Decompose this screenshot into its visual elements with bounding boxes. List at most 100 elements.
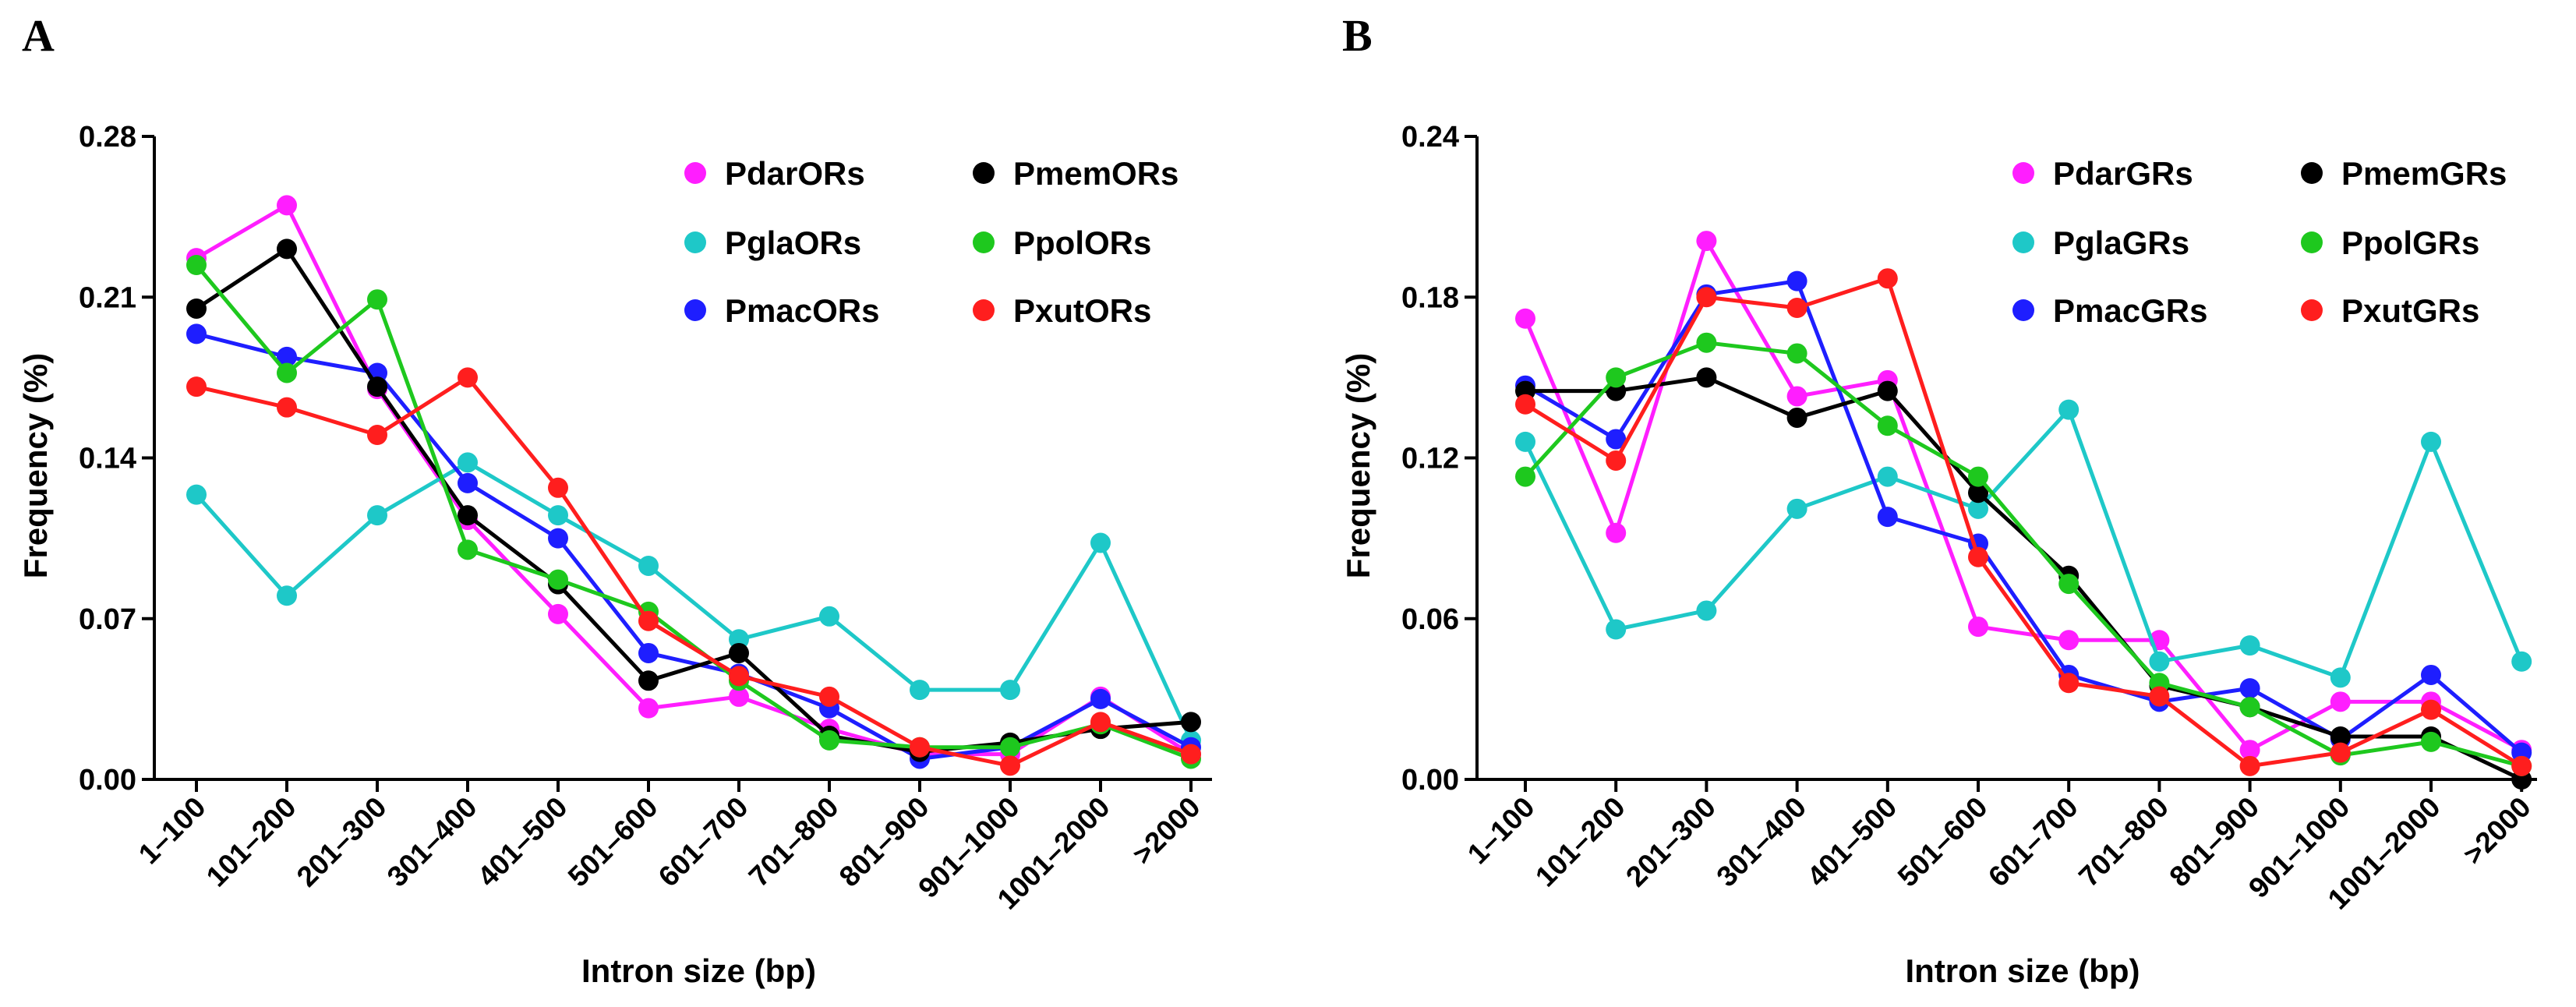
data-point: [2239, 755, 2260, 776]
data-point: [1696, 287, 1717, 308]
data-point: [367, 376, 387, 398]
data-point: [1786, 386, 1807, 407]
legend-label: PmemGRs: [2341, 155, 2507, 192]
data-point: [2058, 673, 2080, 694]
data-point: [2421, 699, 2441, 720]
data-point: [1877, 415, 1898, 436]
data-point: [1968, 482, 1988, 504]
y-tick-label: 0.07: [79, 603, 136, 636]
data-point: [1877, 466, 1898, 487]
legend-marker: [2301, 231, 2323, 253]
legend-label: PmemORs: [1013, 155, 1178, 192]
data-point: [1877, 380, 1898, 401]
data-point: [729, 686, 749, 707]
data-point: [1696, 231, 1717, 252]
y-tick-label: 0.00: [79, 764, 136, 797]
data-point: [1090, 532, 1111, 553]
data-point: [1606, 450, 1627, 471]
legend-marker: [973, 162, 995, 184]
data-point: [458, 472, 478, 493]
series-PpolORs: [186, 255, 1201, 769]
legend-marker: [973, 299, 995, 321]
legend-label: PmacORs: [725, 292, 879, 329]
x-axis-title: Intron size (bp): [1906, 952, 2140, 989]
data-point: [1786, 407, 1807, 428]
series-line: [1523, 238, 2523, 752]
data-point: [548, 477, 568, 498]
data-point: [1515, 394, 1535, 415]
x-tick-label: 401–500: [472, 791, 574, 893]
data-point: [1786, 498, 1807, 519]
data-point: [1181, 712, 1201, 733]
y-tick-label: 0.00: [1401, 764, 1459, 797]
data-point: [1696, 367, 1717, 388]
series-line: [1525, 375, 2523, 782]
legend-label: PdarGRs: [2053, 155, 2193, 192]
data-point: [1606, 619, 1627, 640]
x-tick-label: 701–800: [2072, 791, 2175, 893]
data-point: [2239, 697, 2260, 718]
data-point: [819, 686, 839, 707]
data-point: [729, 666, 749, 687]
data-point: [638, 670, 659, 691]
data-point: [367, 425, 387, 446]
data-point: [1968, 617, 1988, 638]
legend-label: PpolGRs: [2341, 224, 2479, 261]
legend-marker: [2012, 162, 2034, 184]
x-tick-label: 601–700: [1982, 791, 2084, 893]
data-point: [548, 603, 568, 624]
data-point: [1606, 522, 1627, 543]
data-point: [548, 505, 568, 526]
x-tick-label: 301–400: [1710, 791, 1812, 893]
x-tick-label: >2000: [2457, 791, 2536, 871]
data-point: [819, 606, 839, 627]
data-point: [1090, 688, 1111, 709]
x-tick-label: 701–800: [743, 791, 845, 893]
series-PmacGRs: [1515, 270, 2532, 763]
data-point: [367, 505, 387, 526]
data-point: [2239, 740, 2260, 761]
data-point: [548, 569, 568, 590]
legend-label: PglaORs: [725, 224, 861, 261]
series-line: [1524, 341, 2522, 768]
chart-panel-b: 0.00 0.06 0.12 0.18 0.24 1–100101–200201–3003…: [1340, 121, 2537, 989]
data-point: [1606, 429, 1627, 450]
data-point: [1696, 600, 1717, 621]
data-point: [1968, 546, 1988, 567]
series-line: [1523, 408, 2524, 680]
legend: PdarORs PglaORs PmacORs PmemORs PpolORs PxutO…: [684, 155, 1178, 329]
data-point: [1968, 466, 1988, 487]
series-line: [196, 331, 1193, 761]
series-PxutGRs: [1515, 268, 2532, 776]
panel-letter-b: B: [1342, 10, 1373, 61]
data-point: [2330, 742, 2351, 763]
data-point: [910, 680, 930, 701]
data-point: [2421, 731, 2441, 752]
series-line: [195, 246, 1192, 754]
data-point: [1877, 268, 1898, 289]
data-point: [277, 585, 297, 606]
data-point: [1515, 431, 1535, 452]
y-tick-label: 0.18: [1401, 281, 1459, 314]
data-point: [910, 737, 930, 758]
series-PglaGRs: [1515, 399, 2532, 688]
y-axis-title: Frequency (%): [17, 353, 54, 578]
data-point: [1786, 270, 1807, 292]
x-tick-label: 401–500: [1801, 791, 1903, 893]
x-tick-label: 501–600: [1892, 791, 1994, 893]
data-point: [638, 698, 659, 719]
data-point: [186, 484, 207, 505]
series-line: [196, 375, 1192, 768]
y-axis-title: Frequency (%): [1340, 353, 1376, 578]
data-point: [2511, 651, 2532, 672]
data-point: [2511, 755, 2532, 776]
data-point: [2058, 574, 2080, 595]
y-tick-label: 0.21: [79, 281, 136, 314]
data-point: [277, 397, 297, 418]
series-line: [195, 203, 1193, 757]
series-PpolGRs: [1515, 332, 2532, 776]
series-line: [1524, 276, 2523, 768]
data-point: [1000, 680, 1020, 701]
data-point: [1606, 367, 1627, 388]
